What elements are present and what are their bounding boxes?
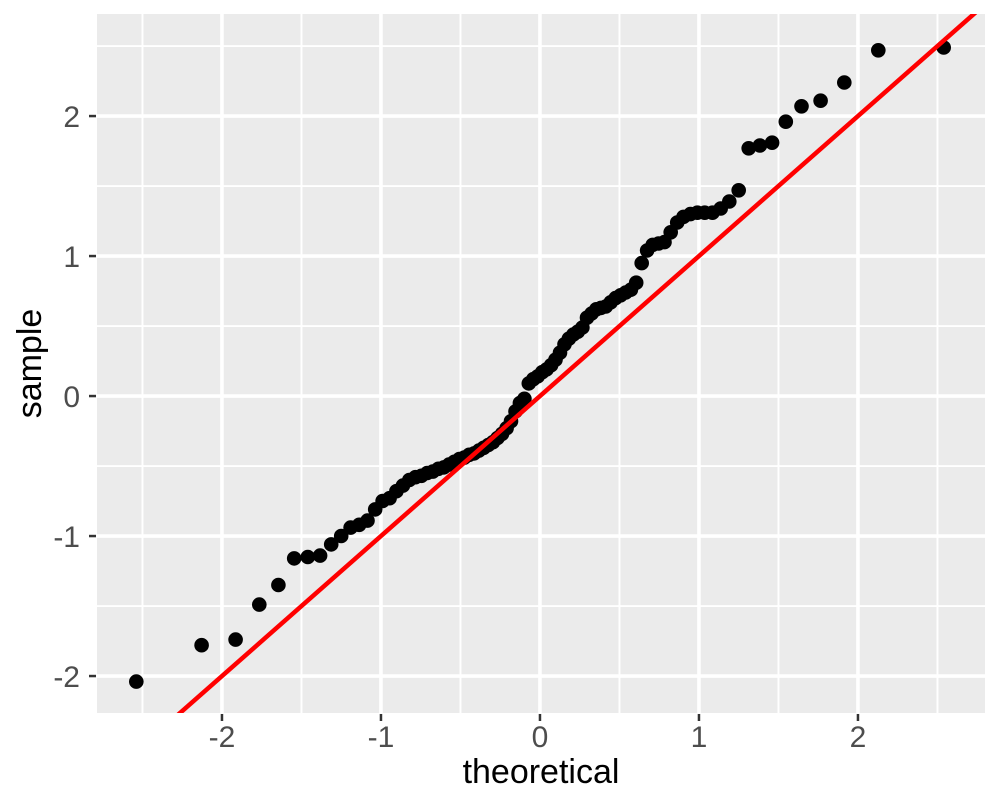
qq-data-point bbox=[271, 577, 286, 593]
y-tick-label: -1 bbox=[53, 521, 80, 554]
y-tick-label: 2 bbox=[63, 101, 80, 134]
y-axis-title: sample bbox=[11, 309, 49, 419]
axis-tick-labels-layer: -2 -1 0 1 2 -2 -1 0 1 2 bbox=[53, 101, 866, 754]
axis-ticks-layer bbox=[89, 114, 860, 721]
qq-data-point bbox=[517, 391, 532, 407]
qq-data-point bbox=[300, 549, 316, 565]
qq-data-point bbox=[628, 275, 644, 291]
qq-data-point bbox=[813, 93, 828, 108]
qq-data-point bbox=[731, 183, 746, 198]
qq-data-point bbox=[634, 255, 649, 271]
x-tick-label: 2 bbox=[850, 721, 867, 754]
qq-data-point bbox=[251, 597, 267, 612]
qq-data-point bbox=[794, 99, 809, 114]
x-axis-title: theoretical bbox=[463, 753, 620, 791]
y-tick-label: 1 bbox=[63, 241, 80, 274]
x-tick-label: 0 bbox=[532, 721, 549, 754]
x-tick-label: -1 bbox=[368, 721, 395, 754]
qq-data-point bbox=[722, 194, 737, 209]
qq-data-point bbox=[778, 114, 794, 129]
qq-data-point bbox=[333, 528, 349, 544]
qq-data-point bbox=[194, 637, 209, 653]
qq-data-point bbox=[871, 43, 886, 58]
scatter-points-layer bbox=[129, 40, 951, 689]
x-tick-label: 1 bbox=[691, 721, 708, 754]
y-tick-label: 0 bbox=[63, 381, 80, 414]
qq-data-point bbox=[228, 632, 243, 647]
y-tick-label: -2 bbox=[53, 661, 80, 694]
qq-data-point bbox=[286, 551, 302, 566]
qq-data-point bbox=[312, 548, 328, 563]
qq-data-point bbox=[360, 513, 375, 528]
qq-data-point bbox=[741, 141, 756, 156]
qq-data-point bbox=[129, 674, 144, 689]
x-tick-label: -2 bbox=[209, 721, 236, 754]
qq-data-point bbox=[764, 135, 780, 150]
qq-data-point bbox=[837, 75, 852, 90]
qq-data-point bbox=[752, 138, 768, 153]
qq-data-point bbox=[323, 537, 339, 552]
